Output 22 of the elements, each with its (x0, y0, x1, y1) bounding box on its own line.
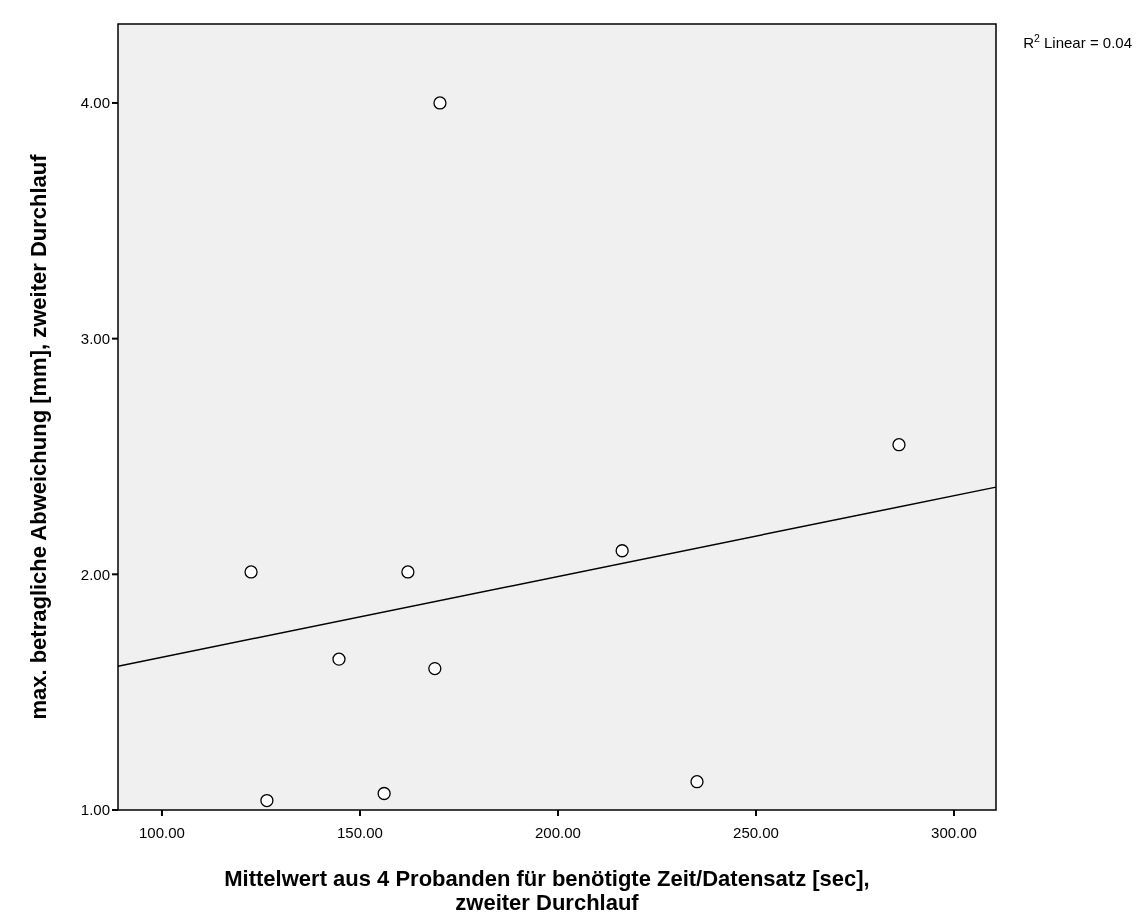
y-tick-label: 3.00 (80, 329, 110, 347)
x-tick-label: 150.00 (337, 824, 383, 841)
point (401, 565, 415, 579)
point (690, 775, 704, 789)
x-tick-label: 100.00 (139, 824, 185, 841)
x-tick-label: 300.00 (931, 824, 977, 841)
point (332, 652, 346, 666)
point (377, 786, 391, 801)
y-tick-label: 1.00 (80, 801, 110, 819)
x-axis-title: Mittelwert aus 4 Probanden für benötigte Zeit/Datensatz [sec], zweiter Durchlauf (224, 866, 870, 913)
x-tick-label: 250.00 (733, 824, 779, 841)
point (892, 438, 906, 452)
point (260, 793, 274, 808)
point (433, 96, 447, 110)
y-tick-label: 2.00 (80, 565, 110, 583)
y-axis-title: max. betragliche Abweichung [mm], zweiter Durchlauf (26, 153, 51, 720)
point (428, 661, 442, 676)
point (244, 565, 258, 579)
x-tick-label: 200.00 (535, 824, 581, 841)
y-tick-label: 4.00 (80, 94, 110, 112)
text: R$^{2}$ Linear = 0.04 (1023, 32, 1132, 51)
point (615, 544, 629, 558)
